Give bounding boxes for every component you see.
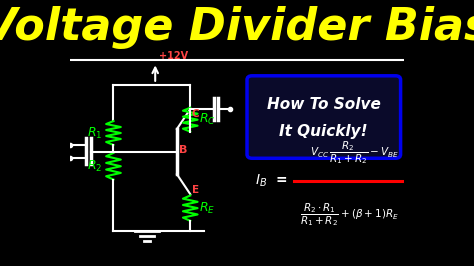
Text: $\mathit{I}_B$  =: $\mathit{I}_B$ = bbox=[255, 173, 288, 189]
Text: $R_1$: $R_1$ bbox=[87, 126, 103, 140]
FancyBboxPatch shape bbox=[247, 76, 401, 158]
Text: B: B bbox=[179, 145, 187, 155]
Text: +12V: +12V bbox=[158, 51, 188, 61]
Text: How To Solve: How To Solve bbox=[267, 97, 381, 112]
Text: $R_C$: $R_C$ bbox=[199, 112, 215, 127]
Text: $R_E$: $R_E$ bbox=[199, 201, 215, 216]
Text: $V_{CC}\,\dfrac{R_2}{R_1+R_2} - V_{BE}$: $V_{CC}\,\dfrac{R_2}{R_1+R_2} - V_{BE}$ bbox=[310, 140, 400, 166]
Text: Voltage Divider Bias: Voltage Divider Bias bbox=[0, 6, 474, 49]
Text: $\dfrac{R_2 \cdot R_1}{R_1+R_2} + (\beta+1)R_E$: $\dfrac{R_2 \cdot R_1}{R_1+R_2} + (\beta… bbox=[301, 201, 399, 227]
Text: E: E bbox=[192, 185, 199, 195]
Text: C: C bbox=[192, 109, 200, 119]
Text: It Quickly!: It Quickly! bbox=[280, 124, 368, 139]
Text: $R_2$: $R_2$ bbox=[88, 159, 103, 174]
